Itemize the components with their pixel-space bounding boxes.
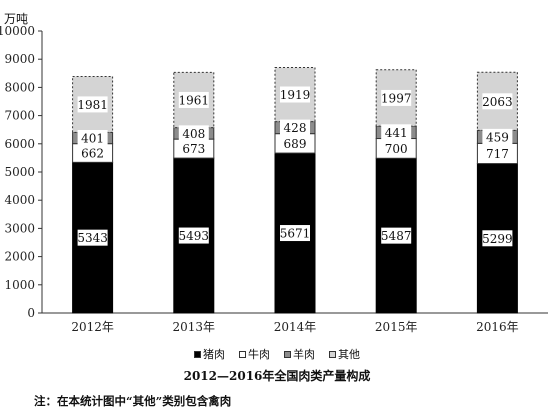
y-tick-label: 3000	[4, 221, 35, 235]
data-label: 5493	[179, 229, 210, 243]
x-tick-label: 2013年	[173, 320, 216, 334]
x-tick-label: 2016年	[476, 320, 519, 334]
y-tick-label: 8000	[4, 80, 35, 94]
data-label: 689	[284, 137, 307, 151]
legend-label: 羊肉	[293, 348, 315, 361]
legend-swatch	[194, 350, 201, 358]
y-tick-label: 6000	[4, 137, 35, 151]
data-label: 5343	[77, 231, 108, 245]
legend-item: 牛肉	[239, 346, 270, 362]
data-label-box	[77, 144, 108, 161]
data-label-box	[178, 227, 209, 244]
y-tick-label: 7000	[4, 109, 35, 123]
y-tick-label: 10000	[0, 24, 35, 38]
y-tick-label: 1000	[4, 278, 35, 292]
data-label-box	[381, 124, 412, 141]
data-label-box	[77, 130, 108, 147]
legend-item: 其他	[329, 346, 360, 362]
data-label: 1997	[381, 91, 412, 105]
data-label-box	[77, 229, 108, 246]
data-label: 1981	[77, 98, 108, 112]
data-label: 1961	[179, 93, 210, 107]
x-tick-label: 2012年	[71, 320, 114, 334]
data-label-box	[482, 230, 513, 247]
y-tick-label: 4000	[4, 193, 35, 207]
data-label-box	[482, 145, 513, 162]
data-label: 428	[284, 121, 307, 135]
y-tick-label: 9000	[4, 52, 35, 66]
chart-note: 注：在本统计图中“其他”类别包含禽肉	[34, 394, 232, 408]
data-label: 459	[486, 130, 509, 144]
legend-swatch	[329, 350, 336, 358]
chart-title: 2012—2016年全国肉类产量构成	[183, 369, 371, 383]
y-tick-label: 2000	[4, 250, 35, 264]
y-tick-label: 5000	[4, 165, 35, 179]
x-tick-label: 2015年	[375, 320, 418, 334]
legend-item: 羊肉	[284, 346, 315, 362]
data-label-box	[280, 119, 310, 136]
data-label-box	[482, 128, 513, 145]
data-label-box	[381, 140, 412, 157]
y-tick-label: 0	[27, 306, 35, 320]
legend: 猪肉 牛肉 羊肉 其他	[0, 346, 554, 362]
data-label: 662	[81, 146, 104, 160]
data-label-box	[381, 227, 412, 244]
data-label-box	[280, 86, 310, 103]
data-label: 1919	[280, 88, 311, 102]
data-label: 2063	[482, 95, 513, 109]
legend-label: 其他	[338, 348, 360, 361]
data-label-box	[280, 135, 310, 152]
data-label: 5487	[381, 229, 412, 243]
data-label-box	[482, 93, 513, 110]
data-label: 717	[486, 147, 509, 161]
data-label-box	[381, 89, 412, 106]
data-label-box	[280, 225, 310, 242]
data-label-box	[178, 125, 209, 142]
data-label: 673	[182, 142, 205, 156]
data-label: 441	[385, 126, 408, 140]
data-label: 408	[182, 127, 205, 141]
y-axis-unit: 万吨	[4, 12, 29, 26]
legend-swatch	[239, 350, 246, 358]
legend-item: 猪肉	[194, 346, 225, 362]
data-label: 401	[81, 132, 104, 146]
data-label-box	[178, 91, 209, 108]
x-tick-label: 2014年	[274, 320, 317, 334]
legend-swatch	[284, 350, 291, 358]
data-label: 700	[385, 142, 408, 156]
legend-label: 牛肉	[248, 348, 270, 361]
data-label-box	[178, 140, 209, 157]
legend-label: 猪肉	[203, 348, 225, 361]
data-label-box	[77, 96, 108, 113]
data-label: 5671	[280, 227, 311, 241]
data-label: 5299	[482, 232, 513, 246]
